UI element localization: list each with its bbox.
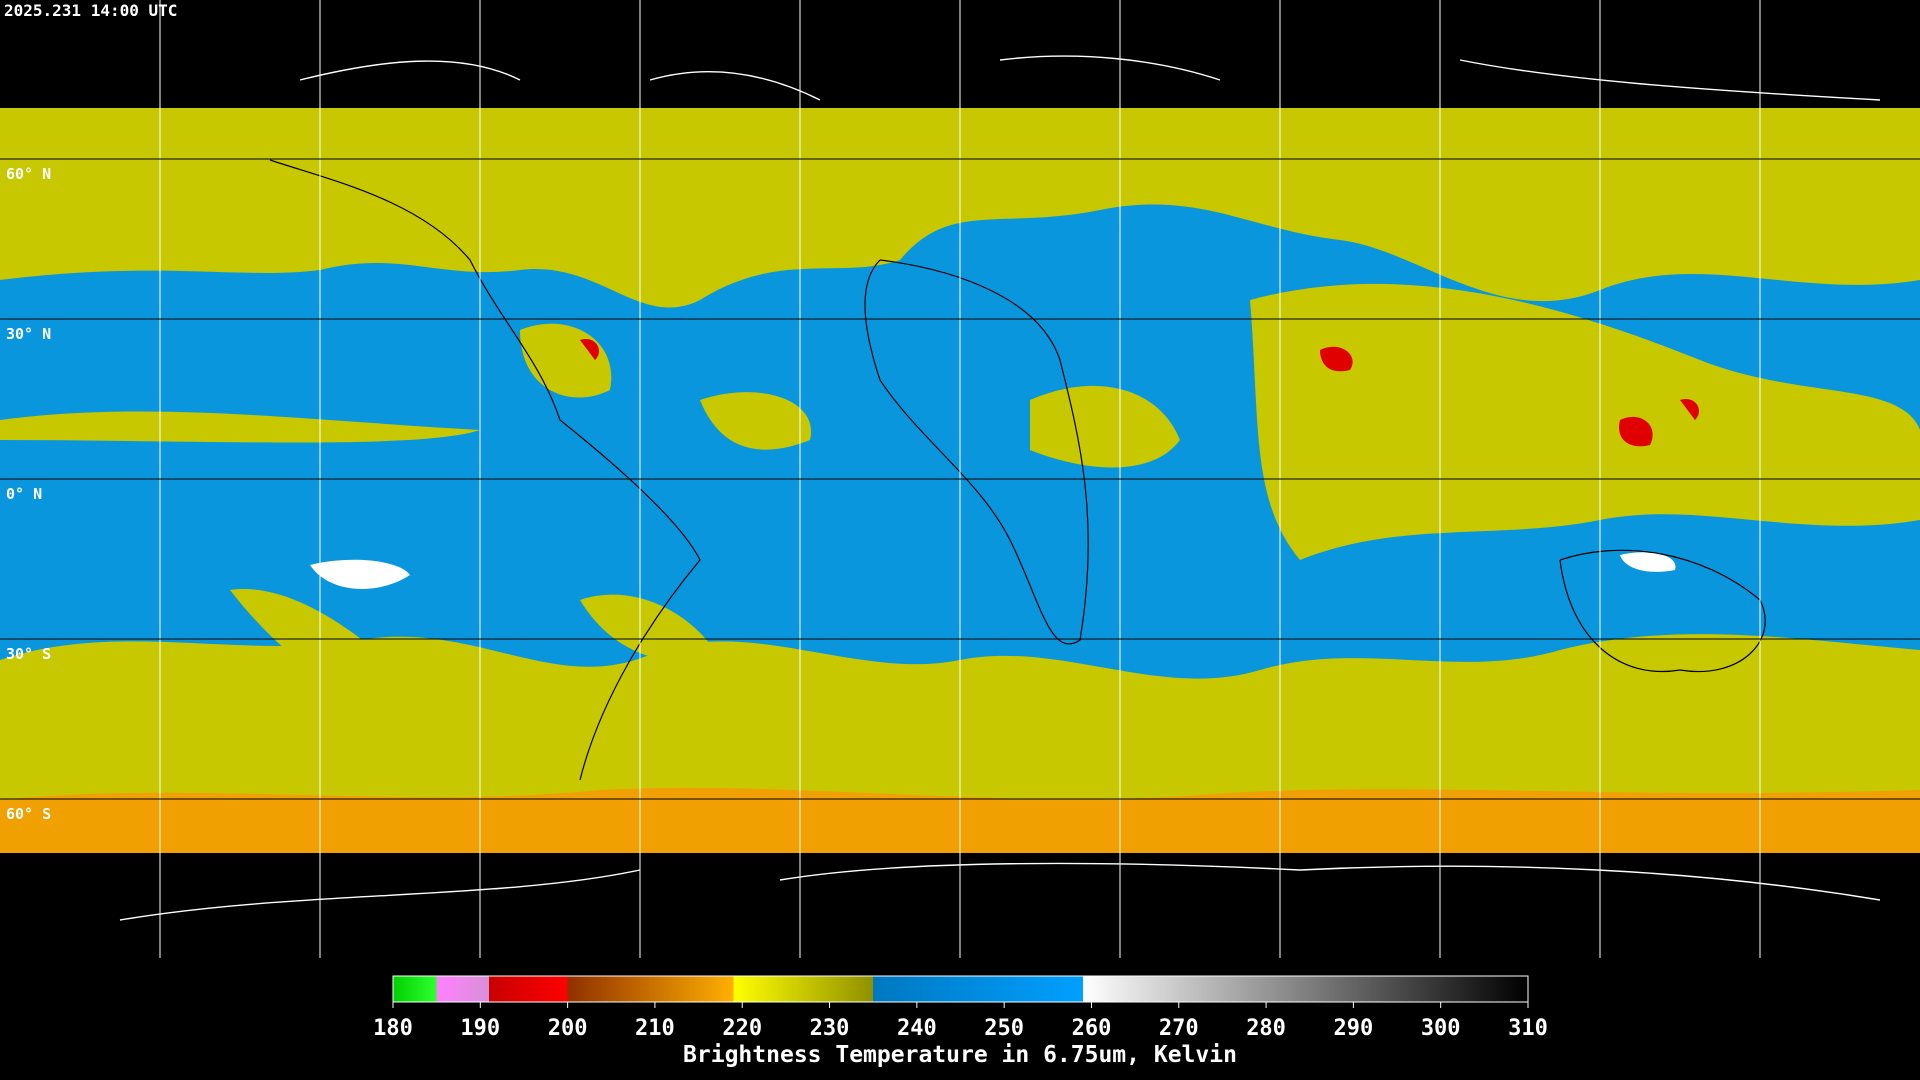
colorbar-tick-label: 200: [548, 1016, 588, 1041]
timestamp: 2025.231 14:00 UTC: [4, 1, 177, 20]
colorbar-tick-label: 270: [1159, 1016, 1199, 1041]
latitude-label: 60° S: [6, 805, 51, 823]
graticule: [0, 0, 1920, 958]
coastlines: [119, 55, 1881, 921]
colorbar-tick-label: 300: [1421, 1016, 1461, 1041]
colorbar-tick-label: 230: [810, 1016, 850, 1041]
colorbar: [392, 975, 1529, 1003]
colorbar-tick-label: 210: [635, 1016, 675, 1041]
asia-convection: [1250, 283, 1920, 560]
latitude-label: 30° S: [6, 645, 51, 663]
latitude-label: 30° N: [6, 325, 51, 343]
colorbar-tick-label: 310: [1508, 1016, 1548, 1041]
tropical-convection: [0, 323, 1180, 468]
latitude-label: 60° N: [6, 165, 51, 183]
subtropical-plumes: [230, 589, 720, 706]
colorbar-tick-label: 260: [1072, 1016, 1112, 1041]
colorbar-tick-label: 220: [722, 1016, 762, 1041]
colorbar-tick-label: 240: [897, 1016, 937, 1041]
colorbar-title: Brightness Temperature in 6.75um, Kelvin: [683, 1042, 1237, 1068]
colorbar-tick-label: 180: [373, 1016, 413, 1041]
latitude-label: 0° N: [6, 485, 42, 503]
colorbar-tick-label: 250: [984, 1016, 1024, 1041]
colorbar-tick-label: 290: [1334, 1016, 1374, 1041]
colorbar-tick-label: 190: [460, 1016, 500, 1041]
colorbar-tick-label: 280: [1246, 1016, 1286, 1041]
